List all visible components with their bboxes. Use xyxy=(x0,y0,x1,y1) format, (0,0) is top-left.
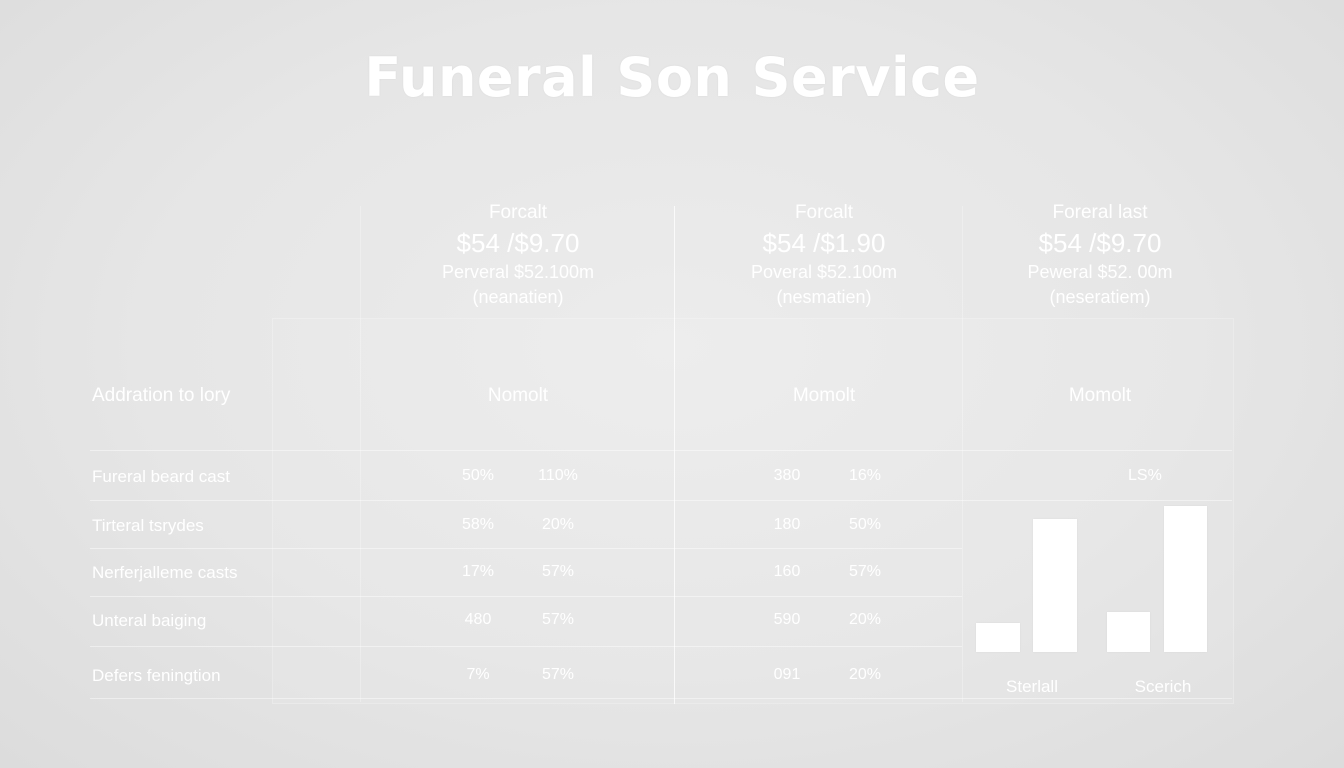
cell-a1: 50% xyxy=(461,467,495,484)
row-divider xyxy=(90,646,962,647)
column-divider xyxy=(962,206,963,702)
column-header-2: Forcalt $54 /$1.90 Poveral $52.100m (nes… xyxy=(694,202,954,308)
column-subtitle: Peweral $52. 00m xyxy=(1027,262,1173,282)
row-divider xyxy=(90,450,1232,451)
column-label: Forcalt xyxy=(488,202,548,223)
bar xyxy=(976,623,1020,652)
cell-b1: 091 xyxy=(773,666,801,683)
bar xyxy=(1033,519,1077,652)
cell-b2: 50% xyxy=(848,516,882,533)
column-note: (neanatien) xyxy=(472,287,564,307)
column-note: (neseratiem) xyxy=(1049,287,1151,307)
column-subtitle: Poveral $52.100m xyxy=(750,262,898,282)
row-label: Tirteral tsrydes xyxy=(92,516,204,535)
row-divider xyxy=(90,698,1232,699)
center-divider xyxy=(674,206,675,704)
bar-group-label: Scerich xyxy=(1134,677,1192,696)
metric-header-2: Momolt xyxy=(792,385,856,406)
column-price: $54 /$9.70 xyxy=(1038,228,1162,258)
row-label: Nerferjalleme casts xyxy=(92,563,238,582)
column-header-3: Foreral last $54 /$9.70 Peweral $52. 00m… xyxy=(970,202,1230,308)
cell-a1: 480 xyxy=(464,611,492,628)
column-header-1: Forcalt $54 /$9.70 Perveral $52.100m (ne… xyxy=(388,202,648,308)
row-label: Defers feningtion xyxy=(92,666,221,685)
row-label: Unteral baiging xyxy=(92,611,207,630)
cell-a2: 20% xyxy=(541,516,575,533)
cell-a1: 7% xyxy=(466,666,490,683)
cell-b1: 590 xyxy=(773,611,801,628)
column-price: $54 /$1.90 xyxy=(762,228,886,258)
row-label: Fureral beard cast xyxy=(92,467,230,486)
bar xyxy=(1107,612,1150,652)
cell-a1: 58% xyxy=(461,516,495,533)
cell-a2: 57% xyxy=(541,611,575,628)
cell-b2: 20% xyxy=(848,666,882,683)
page-title: Funeral Son Service xyxy=(364,46,980,109)
cell-b2: 16% xyxy=(848,467,882,484)
metric-header-3: Momolt xyxy=(1068,385,1132,406)
cell-b1: 380 xyxy=(773,467,801,484)
section-label: Addration to lory xyxy=(92,385,231,406)
cell-b2: 57% xyxy=(848,563,882,580)
cell-a2: 57% xyxy=(541,666,575,683)
cell-b1: 180 xyxy=(773,516,801,533)
row-divider xyxy=(90,596,962,597)
column-label: Forcalt xyxy=(794,202,854,223)
column-price: $54 /$9.70 xyxy=(456,228,580,258)
row-divider xyxy=(90,548,962,549)
metric-header-1: Nomolt xyxy=(487,385,549,406)
cell-b1: 160 xyxy=(773,563,801,580)
column-divider xyxy=(360,206,361,702)
cell-a2: 110% xyxy=(538,467,578,484)
cell-b2: 20% xyxy=(848,611,882,628)
cell-a1: 17% xyxy=(461,563,495,580)
chart-annotation: LS% xyxy=(1128,467,1162,484)
cell-a2: 57% xyxy=(541,563,575,580)
column-label: Foreral last xyxy=(1052,202,1148,223)
row-divider xyxy=(90,500,1232,501)
bar-group-label: Sterlall xyxy=(1006,677,1058,696)
bar xyxy=(1164,506,1207,652)
column-note: (nesmatien) xyxy=(776,287,872,307)
column-subtitle: Perveral $52.100m xyxy=(441,262,595,282)
